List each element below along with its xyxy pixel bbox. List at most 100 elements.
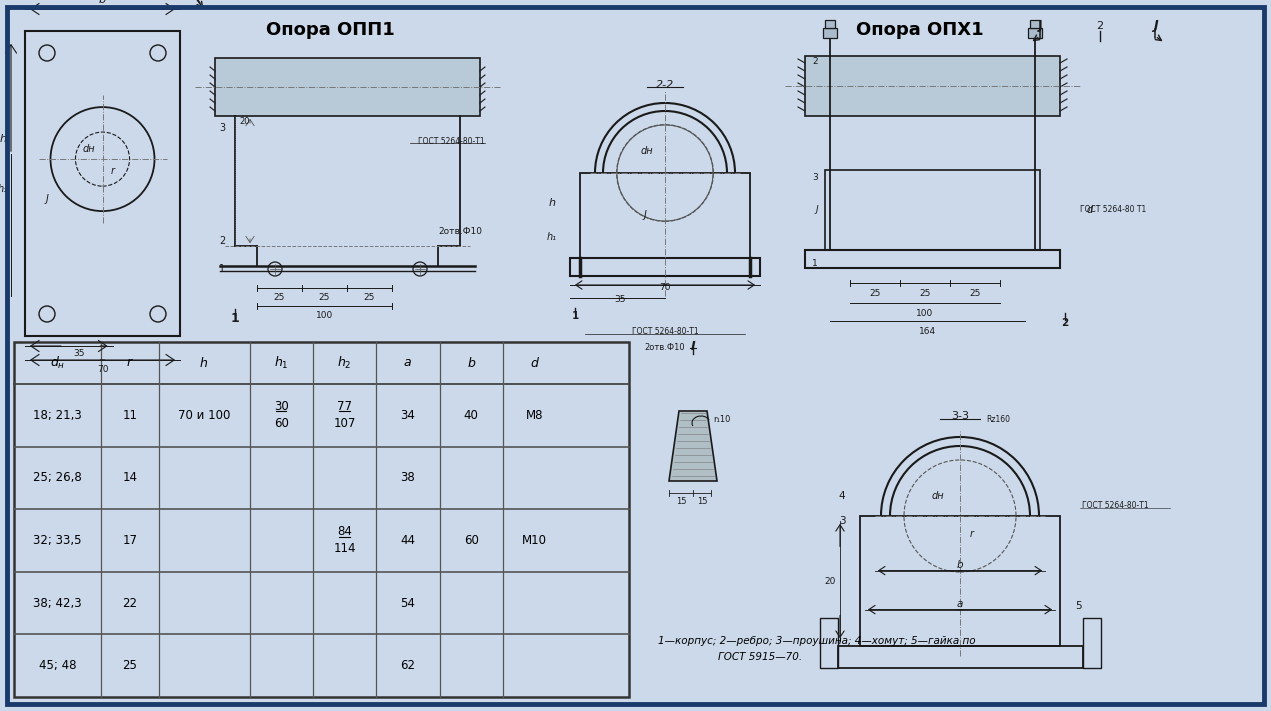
Text: 25: 25 — [273, 294, 285, 302]
Text: dн: dн — [932, 491, 944, 501]
Text: М10: М10 — [522, 534, 547, 547]
Text: 84: 84 — [337, 525, 352, 538]
Text: b: b — [99, 0, 105, 5]
Text: J: J — [1037, 19, 1042, 33]
Text: 2отв.Ф10: 2отв.Ф10 — [644, 343, 685, 353]
Text: 18; 21,3: 18; 21,3 — [33, 409, 83, 422]
Text: 30: 30 — [273, 400, 289, 413]
Text: ГОСТ 5915—70.: ГОСТ 5915—70. — [718, 652, 802, 662]
Text: $b$: $b$ — [466, 356, 475, 370]
Text: a: a — [957, 599, 963, 609]
Text: 35: 35 — [74, 350, 85, 358]
Bar — [215, 58, 480, 116]
Text: 100: 100 — [916, 309, 934, 318]
Bar — [1030, 20, 1040, 28]
Text: h: h — [549, 198, 555, 208]
Text: dн: dн — [641, 146, 653, 156]
Bar — [1083, 618, 1101, 668]
Text: r: r — [970, 529, 974, 539]
Text: ГОСТ 5264-80-Т1: ГОСТ 5264-80-Т1 — [632, 328, 698, 336]
Text: ГОСТ 5264-80-Т1: ГОСТ 5264-80-Т1 — [1082, 501, 1149, 510]
Text: М8: М8 — [526, 409, 543, 422]
Text: 11: 11 — [122, 409, 137, 422]
Text: 70: 70 — [97, 365, 108, 373]
Text: 1: 1 — [230, 311, 239, 324]
Text: 32; 33,5: 32; 33,5 — [33, 534, 81, 547]
Bar — [580, 173, 750, 258]
Text: 17: 17 — [122, 534, 137, 547]
Bar — [25, 31, 180, 336]
Text: 60: 60 — [273, 417, 289, 430]
Text: 2: 2 — [1061, 318, 1069, 328]
Text: 54: 54 — [400, 597, 416, 609]
Text: Rz160: Rz160 — [986, 415, 1010, 424]
Text: 3: 3 — [839, 516, 845, 526]
Bar — [820, 618, 838, 668]
Text: 2: 2 — [812, 56, 819, 65]
Text: $h_1$: $h_1$ — [273, 355, 289, 371]
Text: 15: 15 — [676, 496, 686, 506]
Text: Опора ОПХ1: Опора ОПХ1 — [857, 21, 984, 39]
Text: 34: 34 — [400, 409, 416, 422]
Text: J: J — [46, 194, 48, 204]
Text: 25: 25 — [364, 294, 375, 302]
Text: h: h — [0, 134, 6, 144]
Polygon shape — [669, 411, 717, 481]
Text: 2: 2 — [219, 236, 225, 246]
Text: r₁10: r₁10 — [713, 415, 731, 424]
Text: 1: 1 — [219, 264, 225, 274]
Text: 2отв.Ф10: 2отв.Ф10 — [438, 227, 482, 235]
Text: $h$: $h$ — [200, 356, 208, 370]
Bar — [1028, 28, 1042, 38]
Text: 22: 22 — [122, 597, 137, 609]
Text: 25: 25 — [122, 659, 137, 672]
Text: 44: 44 — [400, 534, 416, 547]
Text: 3: 3 — [219, 123, 225, 133]
Text: 77: 77 — [337, 400, 352, 413]
Text: J: J — [1153, 19, 1158, 33]
Text: 38: 38 — [400, 471, 416, 484]
Text: $r$: $r$ — [126, 356, 133, 370]
Text: $h_2$: $h_2$ — [337, 355, 352, 371]
Text: I: I — [690, 339, 695, 353]
Text: 3-3: 3-3 — [951, 411, 969, 421]
Text: h₁: h₁ — [547, 232, 557, 242]
Bar — [860, 516, 1060, 646]
Text: b: b — [957, 560, 963, 570]
Text: $a$: $a$ — [403, 356, 412, 370]
Text: 62: 62 — [400, 659, 416, 672]
Text: Опора ОПП1: Опора ОПП1 — [266, 21, 394, 39]
Text: h₁: h₁ — [0, 184, 8, 194]
Text: 2-2: 2-2 — [656, 80, 674, 90]
Bar — [14, 342, 629, 697]
Text: 40: 40 — [464, 409, 479, 422]
Text: $d$: $d$ — [530, 356, 540, 370]
Text: 100: 100 — [316, 311, 333, 321]
Text: 3: 3 — [812, 173, 819, 183]
Text: 107: 107 — [333, 417, 356, 430]
Text: 164: 164 — [919, 326, 937, 336]
Bar — [805, 56, 1060, 116]
Text: 15: 15 — [697, 496, 707, 506]
Text: 25: 25 — [919, 289, 930, 297]
Text: 45; 48: 45; 48 — [39, 659, 76, 672]
Text: dн: dн — [83, 144, 95, 154]
Bar — [569, 258, 760, 276]
Text: 14: 14 — [122, 471, 137, 484]
Text: 2: 2 — [1097, 21, 1103, 31]
Bar — [824, 28, 838, 38]
Text: J: J — [816, 205, 819, 215]
Text: r: r — [111, 166, 114, 176]
Bar — [805, 250, 1060, 268]
Text: d: d — [1087, 205, 1093, 215]
Bar — [838, 646, 1083, 668]
Text: 1: 1 — [812, 260, 819, 269]
Text: ГОСТ 5264-80-Т1: ГОСТ 5264-80-Т1 — [418, 137, 486, 146]
Text: 60: 60 — [464, 534, 479, 547]
Text: 20: 20 — [240, 117, 250, 126]
Text: 25: 25 — [869, 289, 881, 297]
Text: 70: 70 — [660, 284, 671, 292]
Text: 5: 5 — [1075, 601, 1082, 611]
Text: ГОСТ 5264-80 Т1: ГОСТ 5264-80 Т1 — [1080, 205, 1146, 215]
Text: 35: 35 — [614, 296, 625, 304]
